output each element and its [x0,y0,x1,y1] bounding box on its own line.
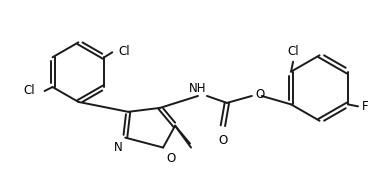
Text: O: O [218,134,228,147]
Text: F: F [362,100,369,113]
Text: O: O [166,151,175,165]
Text: N: N [114,141,122,154]
Text: NH: NH [189,82,207,95]
Text: Cl: Cl [118,45,130,58]
Text: Cl: Cl [23,85,35,98]
Text: Cl: Cl [287,45,299,58]
Text: O: O [256,89,265,102]
